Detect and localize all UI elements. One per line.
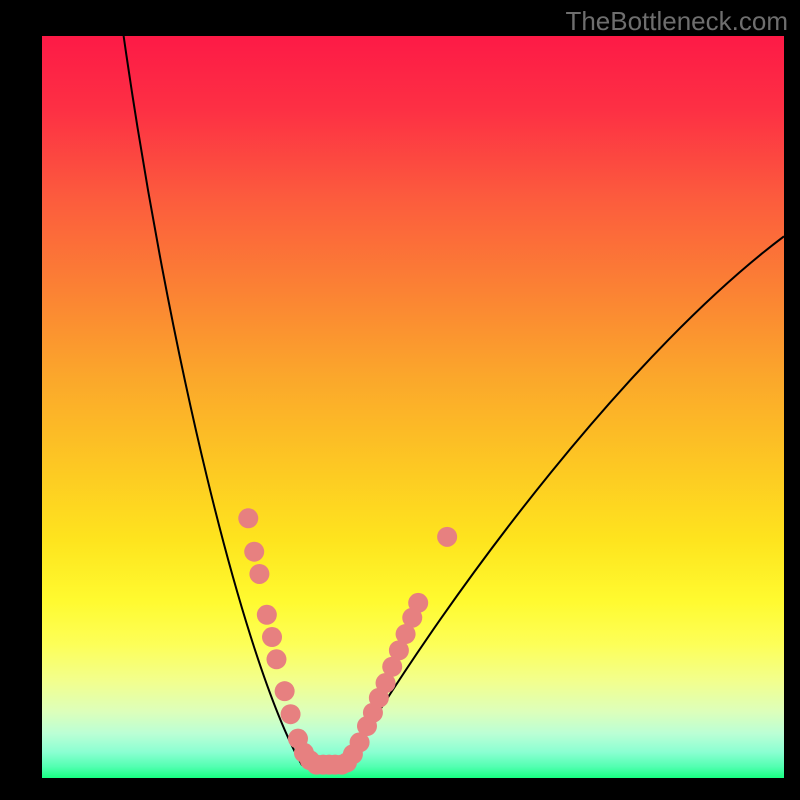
marker-point xyxy=(244,542,264,562)
gradient-background xyxy=(42,36,784,778)
marker-point xyxy=(238,508,258,528)
marker-point xyxy=(281,704,301,724)
marker-point xyxy=(275,681,295,701)
marker-point xyxy=(262,627,282,647)
watermark-text: TheBottleneck.com xyxy=(565,6,788,37)
marker-point xyxy=(266,649,286,669)
marker-point xyxy=(437,527,457,547)
marker-point xyxy=(257,605,277,625)
chart-svg xyxy=(42,36,784,778)
plot-area xyxy=(42,36,784,778)
marker-point xyxy=(249,564,269,584)
marker-point xyxy=(408,593,428,613)
